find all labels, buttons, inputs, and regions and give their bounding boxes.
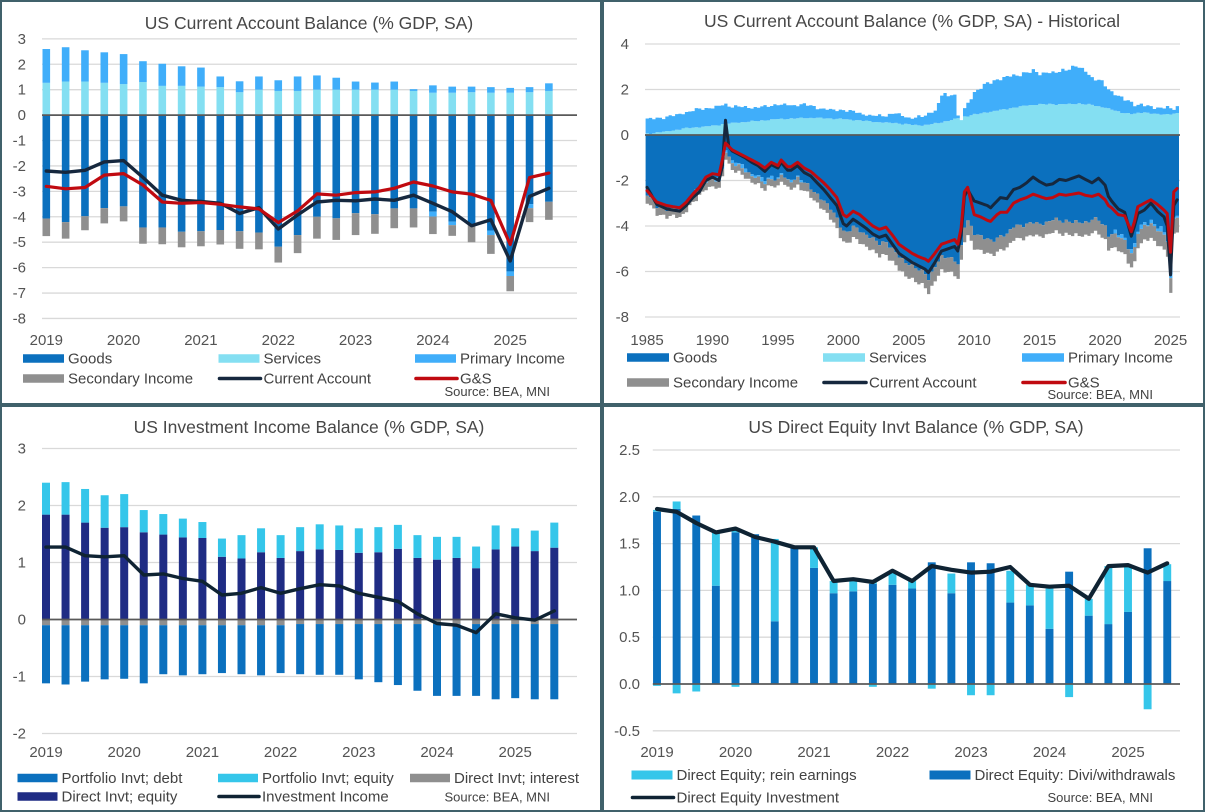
svg-text:2020: 2020 — [719, 744, 752, 761]
svg-text:2019: 2019 — [640, 744, 673, 761]
svg-text:2025: 2025 — [1111, 744, 1144, 761]
svg-text:Direct Equity: Divi/withdrawal: Direct Equity: Divi/withdrawals — [975, 767, 1176, 784]
svg-text:-3: -3 — [13, 183, 26, 200]
svg-text:Source: BEA, MNI: Source: BEA, MNI — [445, 384, 550, 399]
svg-text:G&S: G&S — [1068, 375, 1100, 392]
svg-text:Direct Invt; equity: Direct Invt; equity — [62, 789, 178, 806]
svg-text:2024: 2024 — [420, 744, 453, 761]
svg-text:3: 3 — [18, 31, 26, 48]
svg-text:G&S: G&S — [460, 371, 492, 388]
svg-text:Direct Equity Investment: Direct Equity Investment — [677, 790, 840, 807]
svg-text:1: 1 — [18, 555, 26, 572]
svg-text:Current Account: Current Account — [264, 371, 372, 388]
svg-text:-8: -8 — [616, 309, 629, 326]
svg-text:2025: 2025 — [499, 744, 532, 761]
svg-text:2019: 2019 — [29, 744, 62, 761]
svg-text:0: 0 — [18, 107, 26, 124]
svg-text:Services: Services — [264, 351, 322, 368]
svg-text:Portfolio Invt; debt: Portfolio Invt; debt — [62, 770, 184, 787]
svg-text:-1: -1 — [13, 133, 26, 150]
svg-text:2: 2 — [18, 56, 26, 73]
svg-text:Services: Services — [869, 350, 927, 367]
svg-text:US Current Account Balance (%: US Current Account Balance (% GDP, SA) — [145, 13, 473, 33]
svg-text:2020: 2020 — [108, 744, 141, 761]
svg-text:Primary Income: Primary Income — [1068, 350, 1173, 367]
svg-text:-8: -8 — [13, 311, 26, 328]
svg-text:2: 2 — [621, 82, 629, 99]
svg-text:2021: 2021 — [186, 744, 219, 761]
svg-text:2024: 2024 — [416, 332, 449, 349]
svg-text:Portfolio Invt; equity: Portfolio Invt; equity — [262, 770, 394, 787]
svg-text:Direct Equity; rein earnings: Direct Equity; rein earnings — [677, 767, 857, 784]
svg-text:0: 0 — [621, 127, 629, 144]
svg-text:-4: -4 — [13, 209, 26, 226]
svg-text:Investment Income: Investment Income — [262, 789, 389, 806]
svg-text:Source: BEA, MNI: Source: BEA, MNI — [1048, 790, 1153, 805]
svg-text:1: 1 — [18, 82, 26, 99]
svg-text:2010: 2010 — [958, 332, 991, 349]
svg-text:-2: -2 — [13, 726, 26, 743]
svg-text:-6: -6 — [13, 260, 26, 277]
svg-text:1.0: 1.0 — [619, 582, 640, 599]
svg-text:-5: -5 — [13, 234, 26, 251]
svg-text:2022: 2022 — [262, 332, 295, 349]
svg-text:Source: BEA, MNI: Source: BEA, MNI — [445, 790, 550, 805]
svg-text:-2: -2 — [616, 173, 629, 190]
svg-text:2005: 2005 — [892, 332, 925, 349]
svg-text:2000: 2000 — [827, 332, 860, 349]
svg-text:2025: 2025 — [1154, 332, 1187, 349]
svg-text:2024: 2024 — [1033, 744, 1066, 761]
svg-text:2020: 2020 — [107, 332, 140, 349]
svg-text:Primary Income: Primary Income — [460, 351, 565, 368]
svg-text:2023: 2023 — [954, 744, 987, 761]
svg-text:2.5: 2.5 — [619, 442, 640, 459]
svg-text:Goods: Goods — [68, 351, 112, 368]
svg-text:1995: 1995 — [761, 332, 794, 349]
svg-text:2025: 2025 — [494, 332, 527, 349]
svg-text:2022: 2022 — [876, 744, 909, 761]
svg-text:2021: 2021 — [797, 744, 830, 761]
svg-text:Goods: Goods — [673, 350, 717, 367]
svg-text:2019: 2019 — [30, 332, 63, 349]
svg-text:1985: 1985 — [630, 332, 663, 349]
svg-text:0: 0 — [18, 612, 26, 629]
svg-text:-6: -6 — [616, 264, 629, 281]
svg-text:Secondary Income: Secondary Income — [68, 371, 193, 388]
svg-text:1990: 1990 — [696, 332, 729, 349]
svg-text:US Investment Income Balance (: US Investment Income Balance (% GDP, SA) — [134, 417, 485, 437]
svg-text:0.0: 0.0 — [619, 676, 640, 693]
svg-text:Secondary Income: Secondary Income — [673, 375, 798, 392]
svg-text:3: 3 — [18, 441, 26, 458]
svg-text:US Direct Equity Invt Balance: US Direct Equity Invt Balance (% GDP, SA… — [748, 417, 1083, 437]
svg-text:Direct Invt; interest: Direct Invt; interest — [454, 770, 580, 787]
svg-text:0.5: 0.5 — [619, 629, 640, 646]
svg-text:2: 2 — [18, 498, 26, 515]
svg-text:2021: 2021 — [184, 332, 217, 349]
svg-text:2015: 2015 — [1023, 332, 1056, 349]
svg-text:2023: 2023 — [342, 744, 375, 761]
svg-text:Current Account: Current Account — [869, 375, 977, 392]
svg-text:-1: -1 — [13, 669, 26, 686]
svg-text:1.5: 1.5 — [619, 536, 640, 553]
svg-text:-7: -7 — [13, 285, 26, 302]
svg-text:-2: -2 — [13, 158, 26, 175]
svg-text:US Current Account Balance (%: US Current Account Balance (% GDP, SA) -… — [704, 11, 1120, 31]
svg-text:2023: 2023 — [339, 332, 372, 349]
svg-text:-4: -4 — [616, 218, 629, 235]
svg-text:2020: 2020 — [1088, 332, 1121, 349]
svg-text:-0.5: -0.5 — [614, 723, 640, 740]
svg-text:4: 4 — [621, 36, 629, 53]
svg-text:Source: BEA, MNI: Source: BEA, MNI — [1048, 387, 1153, 402]
svg-text:2.0: 2.0 — [619, 489, 640, 506]
svg-text:2022: 2022 — [264, 744, 297, 761]
